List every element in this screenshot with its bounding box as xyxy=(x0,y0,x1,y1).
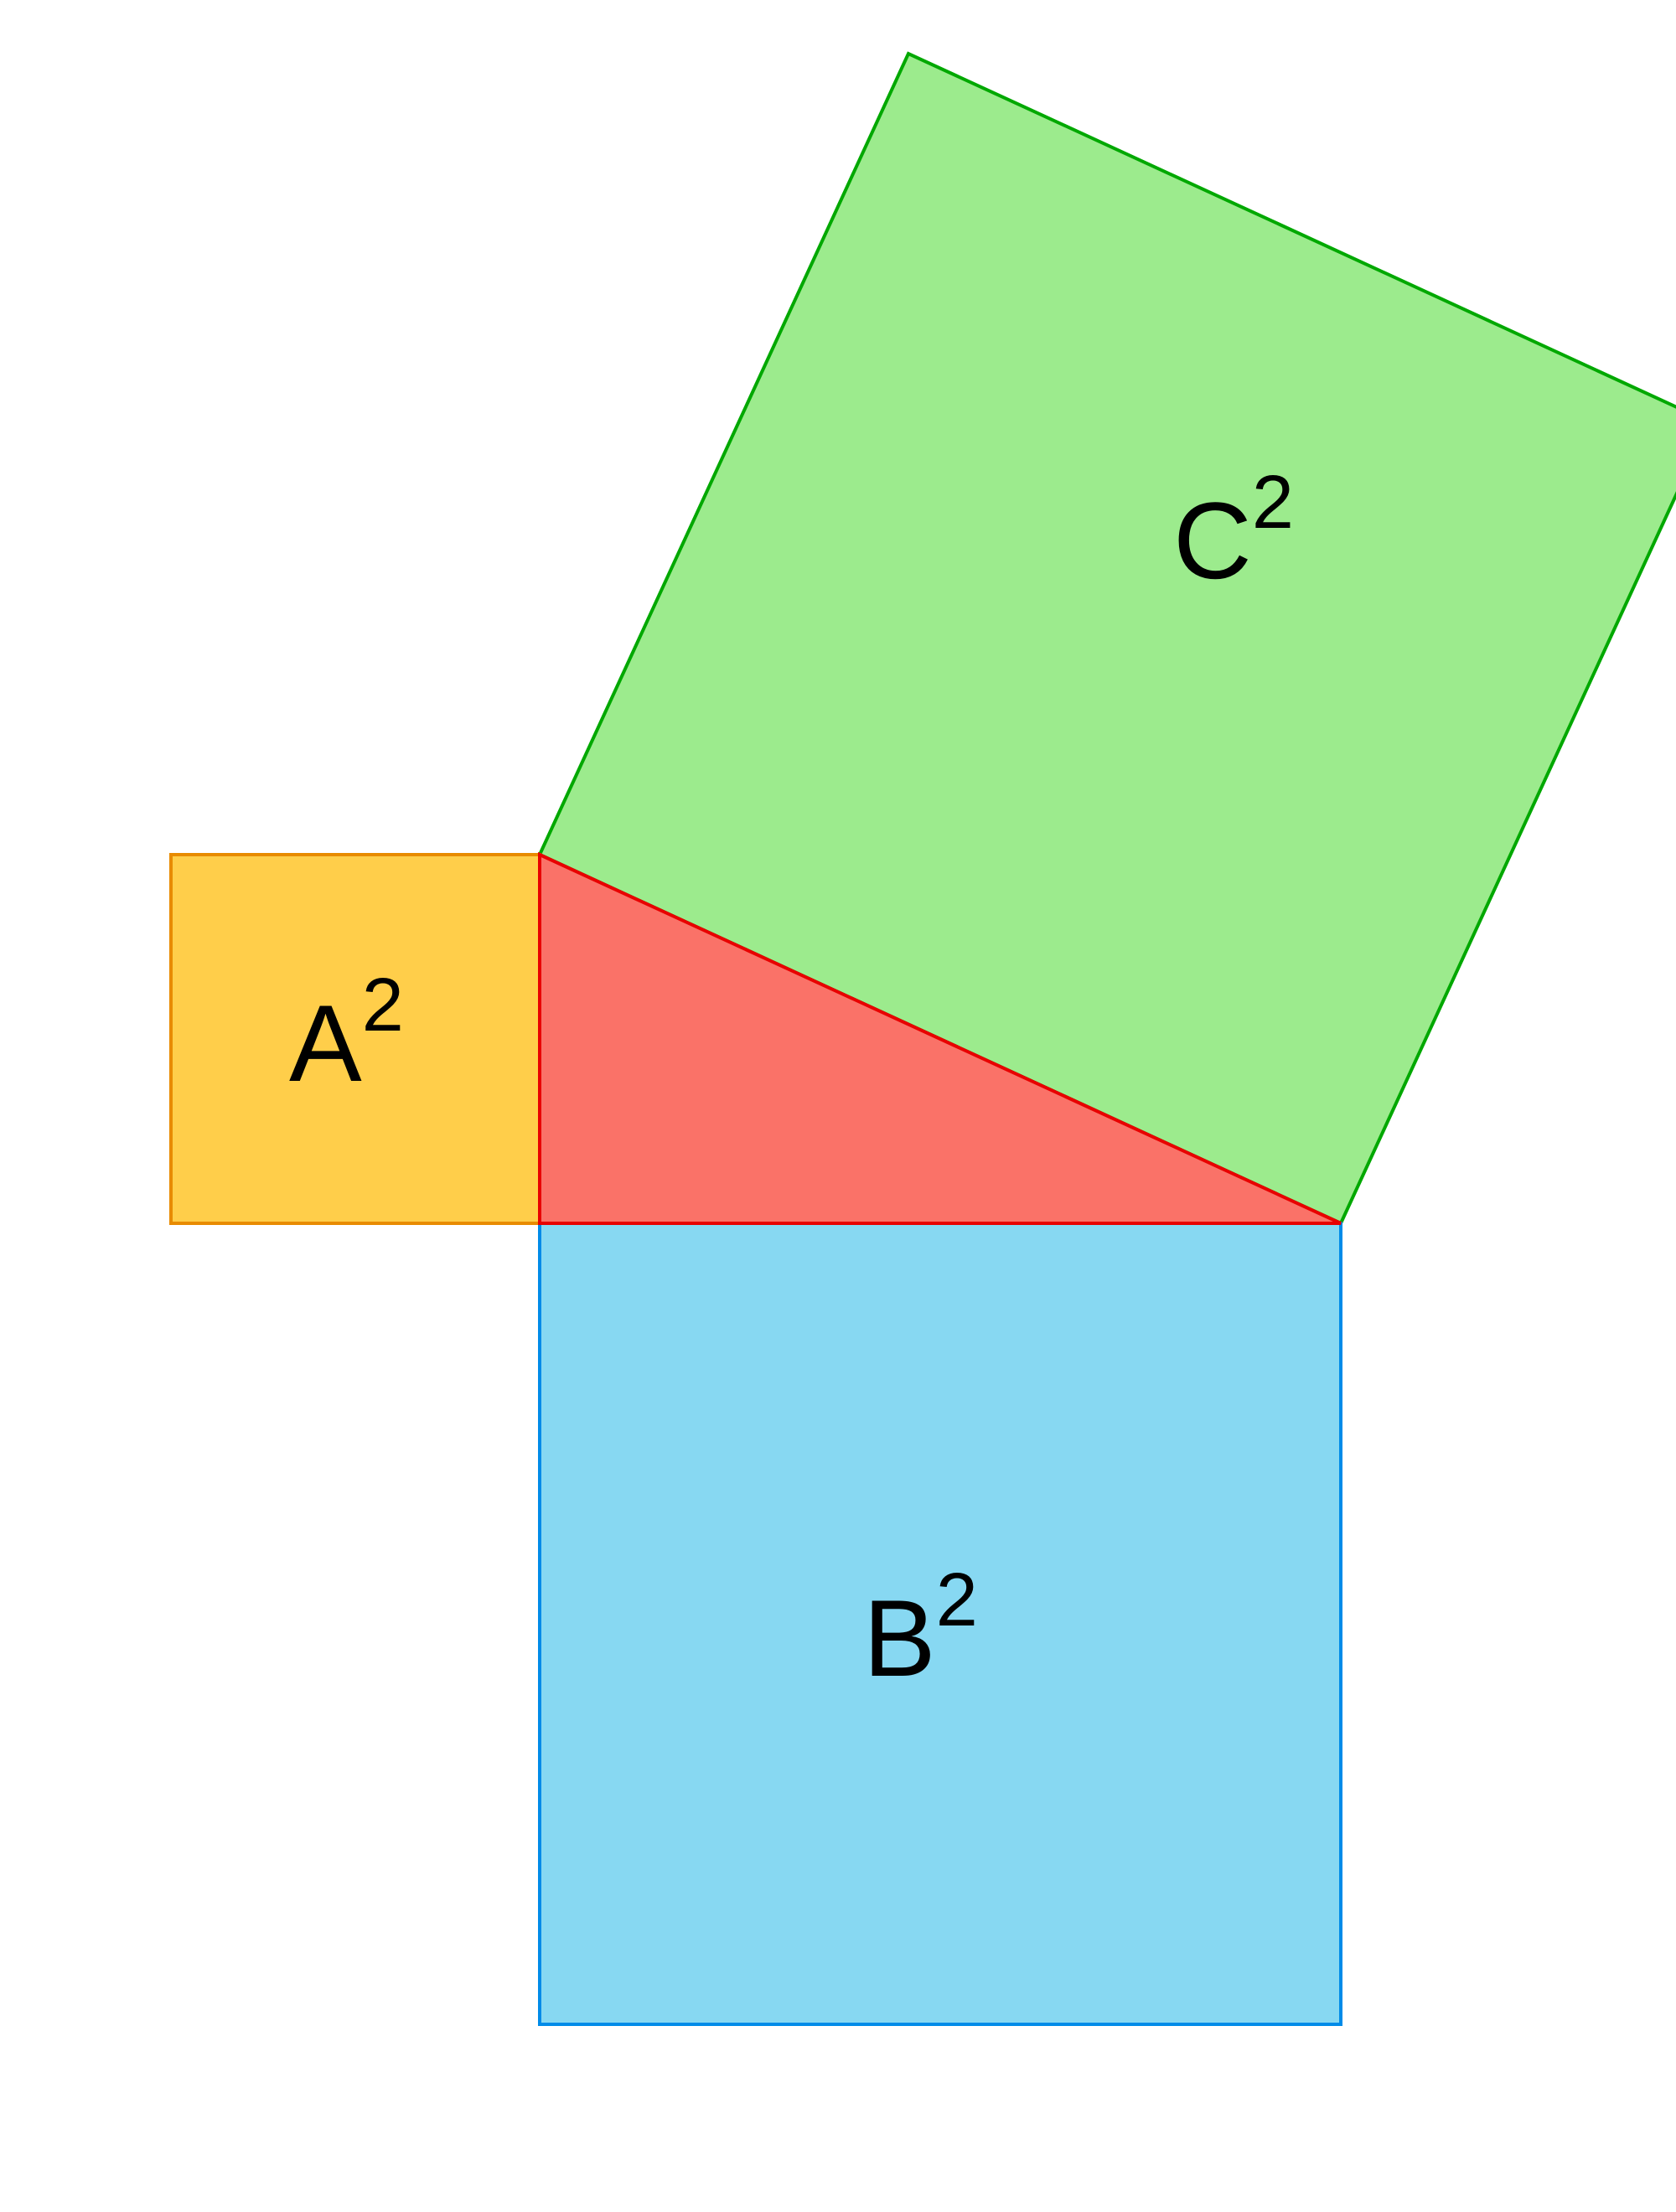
pythagorean-diagram: A2 B2 C2 xyxy=(0,0,1676,2212)
